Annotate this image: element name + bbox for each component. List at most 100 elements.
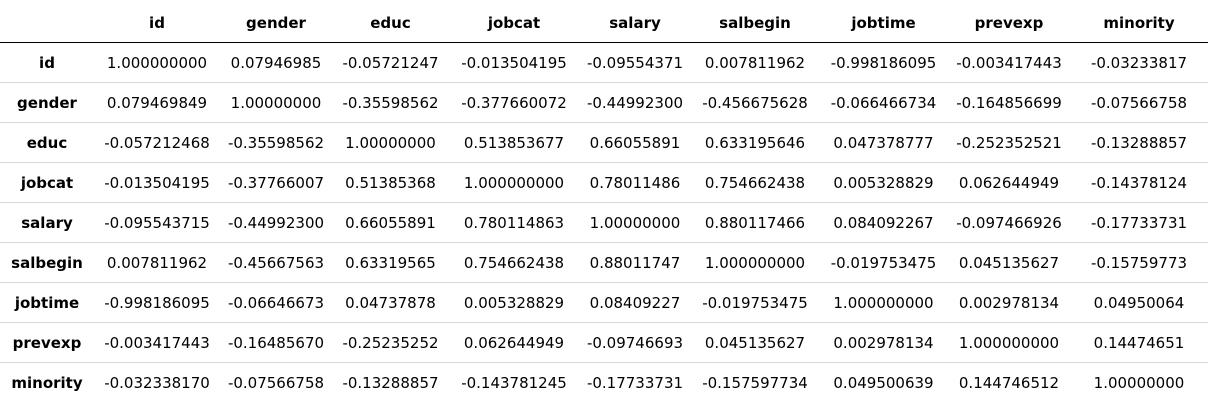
row-header-id: id	[39, 53, 55, 72]
table-cell: 0.062644949	[948, 162, 1070, 203]
table-row: jobcat -0.013504195 -0.37766007 0.51385368 1…	[0, 162, 1208, 203]
table-cell: 1.000000000	[691, 242, 819, 283]
column-header-gender: gender	[220, 3, 332, 43]
table-cell: -0.097466926	[948, 202, 1070, 243]
table-cell: 0.66055891	[332, 202, 449, 243]
table-cell: -0.164856699	[948, 82, 1070, 123]
table-cell: -0.09554371	[586, 53, 684, 72]
column-header-id: id	[94, 3, 220, 43]
table-cell: -0.09746693	[579, 322, 691, 363]
table-cell: 0.007811962	[94, 242, 220, 283]
column-header-educ: educ	[332, 3, 449, 43]
row-header-minority: minority	[0, 362, 94, 403]
table-cell: 0.633195646	[691, 122, 819, 163]
table-cell: 1.000000000	[106, 53, 208, 72]
table-cell: -0.14378124	[1070, 162, 1208, 203]
table-cell: 0.144746512	[948, 362, 1070, 403]
table-cell: -0.44992300	[220, 202, 332, 243]
table-cell: 0.04950064	[1070, 282, 1208, 323]
corner-header	[0, 3, 94, 43]
table-cell: 1.00000000	[1070, 362, 1208, 403]
table-cell: -0.15759773	[1070, 242, 1208, 283]
table-cell: 0.045135627	[691, 322, 819, 363]
row-header-jobcat: jobcat	[0, 162, 94, 203]
table-cell: -0.057212468	[94, 122, 220, 163]
table-cell: -0.16485670	[220, 322, 332, 363]
row-header-salary: salary	[0, 202, 94, 243]
table-cell: -0.35598562	[220, 122, 332, 163]
table-cell: -0.44992300	[579, 82, 691, 123]
table-cell: -0.003417443	[956, 53, 1062, 72]
table-cell: 0.880117466	[691, 202, 819, 243]
table-cell: -0.377660072	[449, 82, 579, 123]
table-cell: 0.66055891	[579, 122, 691, 163]
table-row: jobtime -0.998186095 -0.06646673 0.04737878…	[0, 282, 1208, 323]
table-cell: 0.002978134	[948, 282, 1070, 323]
table-cell: 0.754662438	[691, 162, 819, 203]
table-cell: -0.13288857	[1070, 122, 1208, 163]
table-row: prevexp -0.003417443 -0.16485670 -0.2523525…	[0, 322, 1208, 363]
table-cell: -0.37766007	[220, 162, 332, 203]
table-cell: 0.047378777	[819, 122, 948, 163]
table-cell: 0.084092267	[819, 202, 948, 243]
table-cell: -0.07566758	[1070, 82, 1208, 123]
table-row: id 1.000000000 0.07946985 -0.05721247 -0.013…	[0, 43, 1208, 83]
table-cell: -0.06646673	[220, 282, 332, 323]
table-cell: 0.062644949	[449, 322, 579, 363]
table-cell: -0.252352521	[948, 122, 1070, 163]
table-cell: 0.002978134	[819, 322, 948, 363]
table-body: id 1.000000000 0.07946985 -0.05721247 -0.013…	[0, 43, 1208, 403]
table-row: salbegin 0.007811962 -0.45667563 0.63319565…	[0, 242, 1208, 283]
table-cell: 1.00000000	[579, 202, 691, 243]
table-cell: -0.998186095	[94, 282, 220, 323]
table-cell: -0.013504195	[94, 162, 220, 203]
table-cell: 0.005328829	[449, 282, 579, 323]
row-header-gender: gender	[0, 82, 94, 123]
table-cell: 0.04737878	[332, 282, 449, 323]
table-cell: -0.17733731	[1070, 202, 1208, 243]
table-cell: 0.63319565	[332, 242, 449, 283]
table-cell: -0.25235252	[332, 322, 449, 363]
correlation-table: id gender educ jobcat salary salbegin jo…	[0, 3, 1208, 403]
table-cell: -0.013504195	[461, 53, 567, 72]
table-cell: -0.019753475	[691, 282, 819, 323]
row-header-jobtime: jobtime	[0, 282, 94, 323]
table-cell: 0.005328829	[819, 162, 948, 203]
table-cell: 1.000000000	[819, 282, 948, 323]
table-cell: 0.78011486	[579, 162, 691, 203]
table-row: minority -0.032338170 -0.07566758 -0.132888…	[0, 362, 1208, 403]
table-cell: 0.51385368	[332, 162, 449, 203]
row-header-salbegin: salbegin	[0, 242, 94, 283]
table-row: educ -0.057212468 -0.35598562 1.00000000 0.5…	[0, 122, 1208, 163]
table-cell: -0.157597734	[691, 362, 819, 403]
column-header-minority: minority	[1070, 3, 1208, 43]
table-row: gender 0.079469849 1.00000000 -0.35598562 -0…	[0, 82, 1208, 123]
row-header-educ: educ	[0, 122, 94, 163]
table-cell: 0.513853677	[449, 122, 579, 163]
table-cell: 0.045135627	[948, 242, 1070, 283]
table-cell: 1.00000000	[220, 82, 332, 123]
header-row: id gender educ jobcat salary salbegin jo…	[0, 3, 1208, 43]
column-header-salary: salary	[579, 3, 691, 43]
table-cell: 1.000000000	[449, 162, 579, 203]
table-cell: 0.14474651	[1070, 322, 1208, 363]
table-cell: 0.079469849	[94, 82, 220, 123]
table-cell: -0.019753475	[819, 242, 948, 283]
column-header-prevexp: prevexp	[948, 3, 1070, 43]
table-cell: -0.998186095	[830, 53, 937, 72]
column-header-jobcat: jobcat	[449, 3, 579, 43]
table-cell: -0.456675628	[691, 82, 819, 123]
row-header-prevexp: prevexp	[0, 322, 94, 363]
table-cell: -0.45667563	[220, 242, 332, 283]
table-cell: -0.35598562	[332, 82, 449, 123]
table-cell: -0.13288857	[332, 362, 449, 403]
table-cell: -0.05721247	[342, 53, 439, 72]
table-cell: 0.08409227	[579, 282, 691, 323]
table-cell: 0.007811962	[704, 53, 806, 72]
column-header-jobtime: jobtime	[819, 3, 948, 43]
column-header-salbegin: salbegin	[691, 3, 819, 43]
table-cell: -0.032338170	[94, 362, 220, 403]
table-cell: -0.003417443	[94, 322, 220, 363]
table-cell: -0.066466734	[819, 82, 948, 123]
